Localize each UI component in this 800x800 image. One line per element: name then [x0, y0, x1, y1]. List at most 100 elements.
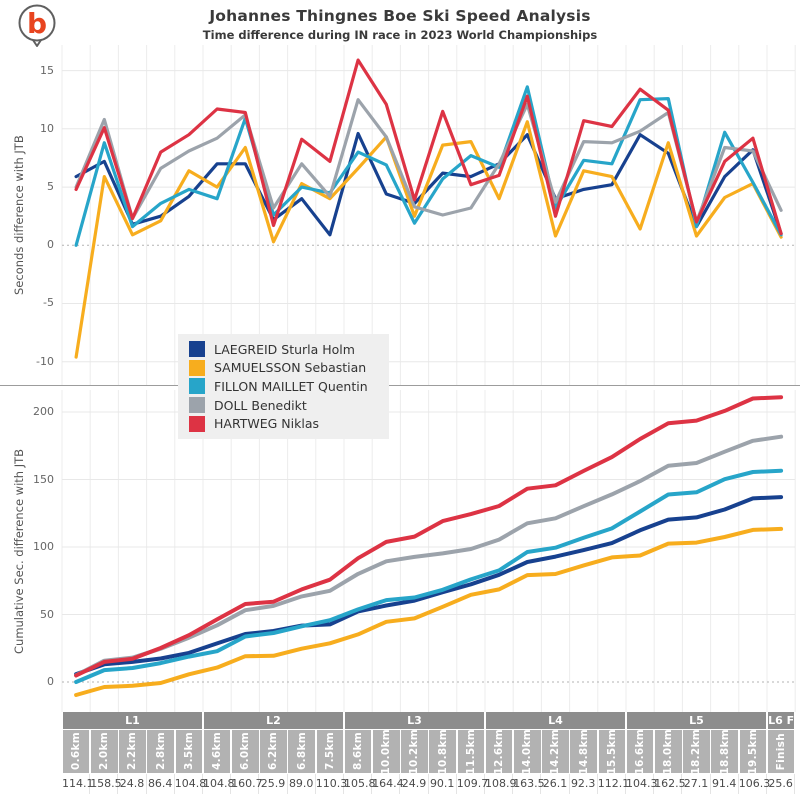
segment-time: 114.1	[62, 774, 94, 794]
page-subtitle: Time difference during IN race in 2023 W…	[202, 28, 598, 42]
distance-cell: 6.8km	[288, 730, 316, 773]
series-FILLON MAILLET Quentin	[74, 468, 784, 684]
legend-label: FILLON MAILLET Quentin	[214, 378, 368, 394]
lap-band-L5: L5	[626, 712, 767, 729]
segment-time: 89.0	[288, 774, 316, 794]
legend-swatch	[189, 359, 205, 376]
legend-swatch	[189, 415, 205, 432]
distance-cell: 19.5km	[739, 729, 767, 774]
lap-band-L6-F: L6 F	[767, 712, 795, 729]
distance-cell: 10.0km	[372, 729, 400, 774]
legend-item: DOLL Benedikt	[189, 396, 375, 415]
segment-time: 104.3	[626, 774, 658, 794]
segment-time: 27.1	[682, 774, 711, 794]
distance-cell: 16.6km	[626, 729, 654, 774]
y-tick-label: 5	[47, 180, 54, 194]
y-tick-label: 150	[33, 472, 54, 486]
distance-cell: 11.5km	[457, 729, 485, 774]
segment-time: 86.4	[147, 774, 175, 794]
distance-cell: 12.6km	[485, 729, 513, 774]
series-HARTWEG Niklas	[74, 58, 783, 236]
y-tick-label: 200	[33, 405, 54, 418]
distance-cell: 6.0km	[231, 730, 259, 773]
legend: LAEGREID Sturla Holm SAMUELSSON Sebastian…	[178, 334, 389, 439]
y-tick-label: -10	[36, 354, 54, 368]
segment-time: 26.1	[541, 774, 570, 794]
legend-label: LAEGREID Sturla Holm	[214, 341, 355, 357]
y-tick-label: 0	[47, 675, 54, 689]
series-SAMUELSSON Sebastian	[74, 526, 784, 697]
segment-time: 110.3	[316, 774, 347, 794]
segment-time: 25.9	[259, 774, 288, 794]
distance-cell: 18.8km	[711, 729, 739, 774]
segment-time: 92.3	[570, 774, 598, 794]
y-tick-label: 10	[40, 121, 54, 135]
y-tick-label: 0	[47, 238, 54, 252]
cumulative-difference-chart	[61, 390, 796, 712]
distance-cell: 4.6km	[203, 730, 231, 773]
distance-cell: 3.5km	[175, 730, 203, 773]
lap-band-L3: L3	[344, 712, 485, 729]
distance-cell: 18.0km	[654, 729, 682, 774]
page-title: Johannes Thingnes Boe Ski Speed Analysis	[209, 7, 591, 25]
distance-cell: 14.8km	[570, 729, 598, 774]
segment-time: 104.8	[203, 774, 235, 794]
segment-time: 105.8	[344, 774, 376, 794]
segment-time: 112.1	[598, 774, 629, 794]
segment-time: 106.3	[739, 774, 770, 794]
distance-cell: 14.0km	[513, 729, 541, 774]
segment-time: 164.4	[372, 774, 404, 794]
segment-time: 109.7	[457, 774, 488, 794]
logo-balloon-icon: b	[18, 4, 56, 47]
lap-band-L4: L4	[485, 712, 626, 729]
legend-item: HARTWEG Niklas	[189, 414, 375, 433]
legend-item: SAMUELSSON Sebastian	[189, 359, 375, 378]
legend-label: DOLL Benedikt	[214, 397, 307, 413]
distance-cell: 7.5km	[316, 730, 344, 773]
lap-band-L2: L2	[203, 712, 344, 729]
logo: b	[13, 2, 61, 50]
segment-time: 162.5	[654, 774, 686, 794]
segment-time: 24.9	[400, 774, 429, 794]
segment-time: 25.6	[767, 774, 796, 794]
legend-label: HARTWEG Niklas	[214, 416, 319, 432]
legend-swatch	[189, 378, 205, 395]
seconds-difference-chart	[61, 45, 796, 385]
distance-cell: 18.2km	[683, 729, 710, 774]
legend-item: FILLON MAILLET Quentin	[189, 377, 375, 396]
series-LAEGREID Sturla Holm	[74, 495, 784, 677]
distance-cell: 2.0km	[90, 730, 118, 773]
distance-cell: 14.2km	[542, 729, 569, 774]
series-SAMUELSSON Sebastian	[74, 120, 783, 359]
y-tick-label: 100	[33, 540, 54, 554]
legend-item: LAEGREID Sturla Holm	[189, 340, 375, 359]
distance-cell: 8.6km	[344, 730, 372, 773]
series-DOLL Benedikt	[74, 98, 783, 224]
chart-divider-line	[0, 385, 800, 386]
distance-cell: 10.2km	[401, 729, 428, 774]
lap-band-L1: L1	[62, 712, 203, 729]
segment-time: 91.4	[711, 774, 739, 794]
svg-text:b: b	[27, 7, 47, 40]
distance-cell: 15.5km	[598, 729, 626, 774]
segment-time: 104.8	[175, 774, 206, 794]
segment-time: 108.9	[485, 774, 517, 794]
distance-cell: 2.8km	[147, 730, 175, 773]
segment-time: 160.7	[231, 774, 263, 794]
distance-cell: 2.2km	[119, 730, 146, 773]
segment-time: 24.8	[118, 774, 147, 794]
y-tick-label: 50	[40, 607, 54, 621]
segment-time: 158.5	[90, 774, 122, 794]
segment-time: 90.1	[429, 774, 457, 794]
legend-swatch	[189, 341, 205, 358]
series-HARTWEG Niklas	[74, 395, 784, 678]
series-DOLL Benedikt	[74, 434, 784, 678]
distance-cell: Finish	[767, 730, 795, 773]
legend-swatch	[189, 397, 205, 414]
y-axis-label-seconds: Seconds difference with JTB	[12, 135, 26, 295]
legend-label: SAMUELSSON Sebastian	[214, 360, 367, 376]
distance-cell: 0.6km	[62, 730, 90, 773]
distance-cell: 10.8km	[429, 729, 457, 774]
y-tick-label: 15	[40, 63, 54, 77]
